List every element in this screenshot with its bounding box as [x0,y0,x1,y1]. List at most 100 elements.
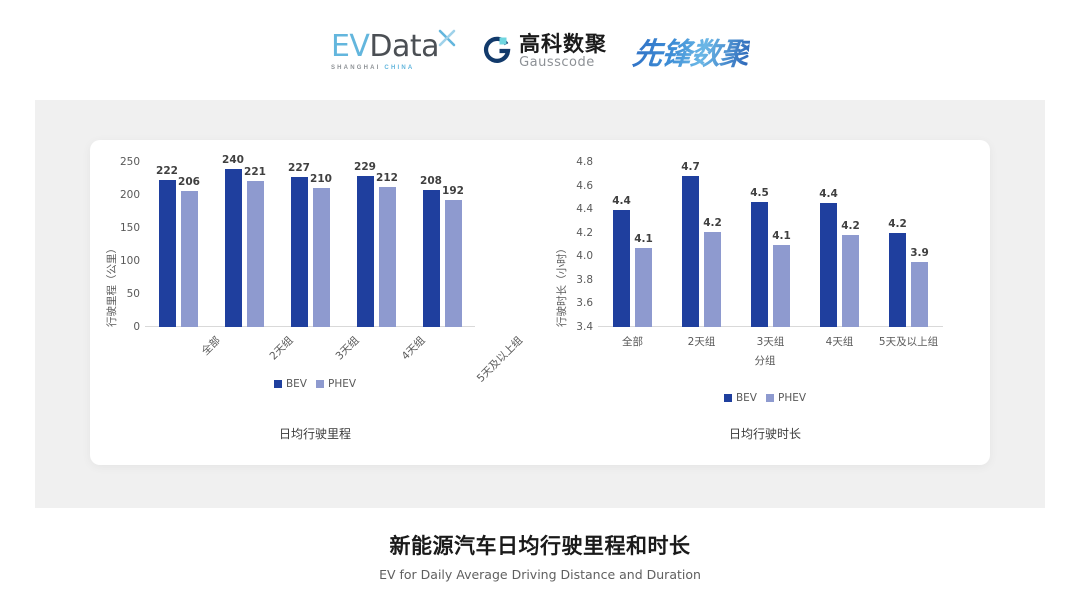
y-axis-tick-label: 0 [133,321,140,333]
evdata-tagline-country: CHINA [384,64,415,71]
bar-value-label: 210 [310,173,332,186]
bar-value-label: 227 [288,162,310,175]
bar-phev [842,235,859,327]
gausscode-wordmark: 高科数聚 Gausscode [519,31,608,70]
legend-item-phev[interactable]: PHEV [315,378,357,390]
plot-area: 3.4 3.6 3.8 4.0 4.2 4.4 4.6 4.8 4.4 4.1 4.7 4.2 4.5 4… [576,156,943,333]
bar-value-label: 4.1 [634,233,653,246]
bar-value-label: 4.2 [841,220,860,233]
bar-value-label: 229 [354,160,376,173]
bar-phev [704,231,721,327]
y-axis-tick-label: 200 [119,189,140,201]
chart-legend: BEV PHEV [540,392,990,404]
x-axis-tick-label: 3天组 [333,334,362,363]
g-circle-icon [482,36,512,66]
y-axis-tick-label: 250 [119,156,140,168]
y-axis-tick-label: 4.4 [576,203,593,216]
chart-caption: 日均行驶时长 [728,427,801,441]
evdata-ev-text: EV [330,28,370,64]
chart-caption: 日均行驶里程 [278,427,351,441]
evdata-tagline-city: SHANGHAI [330,64,381,71]
legend-item-bev[interactable]: BEV [273,378,307,390]
x-axis-title: 分组 [754,355,776,367]
bar-value-label: 4.2 [703,216,722,229]
x-mark-icon [438,29,456,47]
x-axis-tick-label: 2天组 [687,336,716,348]
footer: 新能源汽车日均行驶里程和时长 EV for Daily Average Driv… [0,530,1080,582]
bar-value-label: 4.5 [750,187,769,200]
bar-value-label: 212 [376,172,398,185]
page-title: 新能源汽车日均行驶里程和时长 [389,534,691,558]
bar-value-label: 4.4 [819,188,838,201]
charts-row: 行驶里程（公里） 0 50 100 150 200 250 222 206 240 221 227 21… [90,140,990,465]
evdata-wordmark: EV Data [330,28,456,64]
y-axis-tick-label: 3.8 [576,273,593,286]
y-axis-tick-label: 4.0 [576,250,593,263]
xianfeng-logo: 先锋数聚 [631,25,752,77]
legend-item-bev[interactable]: BEV [723,392,757,404]
x-axis-tick-label: 2天组 [267,334,296,363]
chart-distance: 行驶里程（公里） 0 50 100 150 200 250 222 206 240 221 227 21… [90,140,540,465]
y-axis-tick-label: 50 [126,288,140,300]
y-axis-tick-label: 4.6 [576,179,593,192]
y-axis-tick-label: 100 [119,255,140,267]
bar-bev [820,203,837,327]
xianfeng-cn-text: 先锋数聚 [631,29,752,73]
y-axis-title: 行驶时长（小时） [556,243,568,327]
y-axis-tick-label: 3.4 [576,321,593,333]
chart-legend: BEV PHEV [90,378,540,390]
gausscode-cn-text: 高科数聚 [519,31,608,56]
bar-value-label: 206 [178,176,200,189]
x-axis-tick-label: 5天及以上组 [878,336,939,348]
x-axis-tick-label: 4天组 [825,336,854,348]
bar-value-label: 4.1 [772,229,791,242]
bar-value-label: 4.2 [888,217,907,230]
bar-value-label: 3.9 [910,247,929,260]
bar-phev [444,200,462,327]
bar-bev [224,168,242,327]
bar-bev [613,210,630,327]
bar-bev [682,176,699,327]
bar-phev [180,191,198,327]
bar-bev [422,189,440,327]
bar-bev [290,177,308,327]
x-axis-line [145,326,475,327]
plot-area: 0 50 100 150 200 250 222 206 240 221 227 210 229 212 2… [120,154,475,333]
bar-value-label: 221 [244,166,266,179]
bar-bev [751,202,768,327]
x-axis-tick-label: 4天组 [399,334,428,363]
page-subtitle: EV for Daily Average Driving Distance an… [379,567,701,582]
y-axis-tick-label: 3.6 [576,297,593,310]
x-axis-tick-label: 3天组 [756,336,785,348]
legend-label: PHEV [327,378,357,390]
bar-value-label: 208 [420,174,442,187]
bar-value-label: 222 [156,165,178,178]
x-axis-tick-label: 全部 [199,334,223,358]
legend-item-phev[interactable]: PHEV [765,392,807,404]
y-axis-tick-label: 150 [119,222,140,234]
legend-swatch-icon [765,394,774,402]
legend-label: PHEV [777,392,807,404]
x-axis-tick-label: 全部 [622,336,643,348]
evdata-logo: EV Data SHANGHAI CHINA [331,25,456,77]
bar-bev [356,175,374,327]
bar-phev [378,187,396,327]
legend-label: BEV [735,392,757,404]
bar-value-label: 4.4 [612,195,631,208]
legend-label: BEV [285,378,307,390]
bar-phev [635,248,652,327]
bar-value-label: 192 [442,185,464,198]
gausscode-en-text: Gausscode [519,54,595,70]
bar-bev [889,232,906,327]
y-axis-tick-label: 4.2 [576,226,593,239]
bar-phev [911,262,928,327]
logo-bar: EV Data SHANGHAI CHINA 高科数聚 Gausscode [0,22,1080,80]
legend-swatch-icon [723,394,732,402]
gausscode-logo: 高科数聚 Gausscode [482,25,607,77]
evdata-tagline: SHANGHAI CHINA [331,65,414,71]
y-axis-title: 行驶里程（公里） [106,243,118,327]
evdata-data-text: Data [369,28,440,64]
x-axis-line [598,326,943,327]
bar-phev [246,181,264,327]
bar-value-label: 4.7 [681,161,700,174]
